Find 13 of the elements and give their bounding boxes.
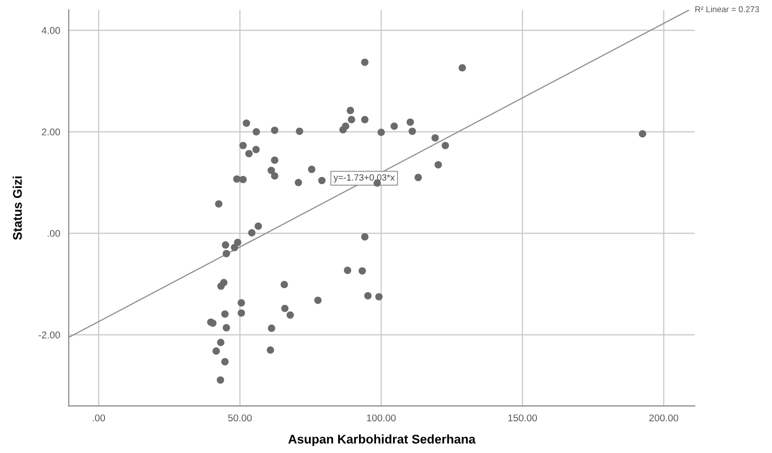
annotation: y=-1.73+0.03*x xyxy=(334,174,395,182)
y-axis-title: Status Gizi xyxy=(12,176,22,240)
x-tick-label: 100.00 xyxy=(367,414,396,422)
y-tick-label: 2.00 xyxy=(42,128,60,136)
y-tick-label: .00 xyxy=(48,230,60,237)
x-tick-label: 200.00 xyxy=(649,414,678,422)
x-tick-label: 150.00 xyxy=(508,414,537,422)
x-tick-label: .00 xyxy=(92,414,106,422)
annotation: R² Linear = 0.273 xyxy=(695,6,759,12)
y-tick-label: 4.00 xyxy=(42,27,60,34)
y-tick-label: -2.00 xyxy=(38,332,60,338)
x-axis-title: Asupan Karbohidrat Sederhana xyxy=(288,434,476,446)
x-tick-label: 50.00 xyxy=(228,414,252,422)
